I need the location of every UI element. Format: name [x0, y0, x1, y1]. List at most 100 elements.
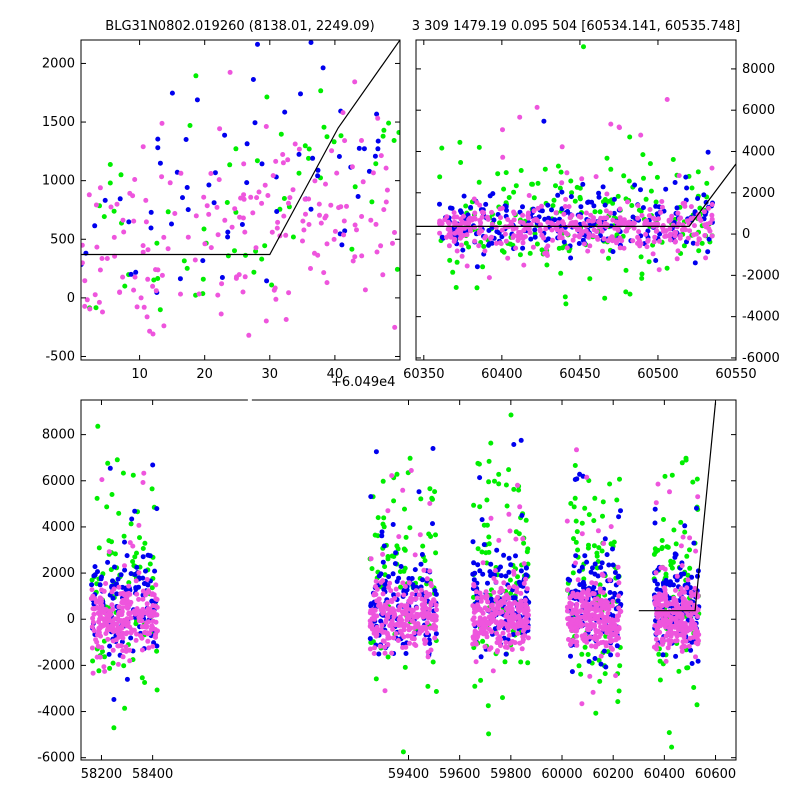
- data-point: [481, 626, 487, 632]
- data-point: [526, 226, 532, 232]
- data-point: [501, 600, 507, 605]
- data-point: [398, 584, 403, 590]
- data-point: [698, 218, 704, 223]
- data-point: [532, 234, 538, 240]
- data-point: [373, 449, 379, 455]
- data-point: [126, 219, 132, 225]
- data-point: [670, 157, 676, 162]
- data-point: [494, 229, 500, 235]
- y-tick-label: 2000: [742, 186, 775, 201]
- data-point: [514, 585, 520, 591]
- data-point: [478, 598, 484, 604]
- data-point: [179, 365, 184, 370]
- data-point: [598, 640, 604, 646]
- data-point: [492, 568, 498, 574]
- data-point: [480, 560, 486, 566]
- data-point: [579, 520, 585, 526]
- data-point: [511, 233, 517, 239]
- data-point: [476, 461, 482, 467]
- data-point: [604, 191, 610, 197]
- data-point: [99, 256, 105, 261]
- data-point: [573, 553, 579, 559]
- data-point: [402, 664, 408, 670]
- data-point: [601, 236, 607, 242]
- data-point: [161, 323, 167, 329]
- data-point: [487, 569, 493, 575]
- data-point: [612, 570, 618, 575]
- data-point: [486, 479, 492, 485]
- data-point: [647, 207, 653, 212]
- data-point: [437, 174, 443, 180]
- data-point: [589, 643, 594, 649]
- data-point: [559, 144, 565, 150]
- data-point: [498, 573, 504, 579]
- data-point: [594, 229, 600, 235]
- data-point: [121, 229, 127, 235]
- data-point: [668, 562, 674, 568]
- data-point: [570, 610, 576, 616]
- data-point: [437, 201, 442, 207]
- data-point: [460, 225, 466, 231]
- data-point: [576, 234, 582, 240]
- data-points: [81, 40, 400, 370]
- data-point: [612, 592, 618, 598]
- data-point: [128, 271, 134, 277]
- data-point: [359, 138, 364, 143]
- data-point: [243, 252, 248, 258]
- data-point: [526, 215, 531, 221]
- data-point: [542, 166, 548, 172]
- data-point: [110, 578, 115, 584]
- data-point: [140, 144, 146, 150]
- series-blue: [81, 40, 381, 295]
- data-point: [679, 648, 685, 654]
- data-point: [570, 590, 576, 596]
- data-point: [525, 660, 531, 666]
- data-point: [157, 307, 163, 313]
- data-point: [574, 529, 580, 535]
- data-point: [105, 460, 111, 466]
- data-point: [431, 622, 437, 628]
- data-point: [663, 233, 669, 239]
- data-point: [668, 633, 674, 639]
- data-point: [695, 169, 701, 175]
- data-point: [635, 234, 641, 240]
- data-point: [709, 216, 715, 222]
- data-point: [196, 291, 202, 297]
- data-point: [663, 186, 669, 192]
- data-point: [582, 505, 588, 511]
- data-point: [600, 513, 605, 519]
- data-point: [427, 568, 433, 574]
- data-point: [497, 639, 503, 645]
- data-point: [218, 311, 224, 317]
- data-point: [433, 631, 439, 637]
- data-point: [522, 597, 528, 603]
- data-point: [587, 276, 593, 282]
- data-point: [120, 590, 126, 596]
- data-point: [526, 193, 532, 198]
- data-point: [240, 289, 246, 295]
- data-point: [584, 596, 590, 601]
- data-point: [709, 212, 715, 218]
- data-point: [321, 124, 327, 130]
- data-point: [632, 182, 638, 188]
- data-point: [252, 120, 258, 126]
- data-point: [592, 561, 598, 567]
- data-point: [475, 562, 481, 568]
- data-point: [571, 504, 577, 510]
- data-point: [516, 487, 522, 493]
- data-point: [212, 170, 218, 176]
- data-point: [116, 634, 122, 640]
- data-point: [657, 658, 663, 664]
- data-point: [659, 199, 665, 204]
- data-point: [105, 559, 111, 565]
- data-point: [389, 473, 395, 479]
- data-point: [290, 234, 296, 240]
- data-point: [484, 522, 490, 528]
- data-point: [489, 221, 495, 227]
- data-point: [241, 192, 247, 198]
- data-point: [511, 442, 517, 447]
- data-point: [154, 240, 160, 246]
- x-tick-label: 20: [196, 367, 213, 382]
- data-point: [99, 574, 104, 580]
- data-point: [644, 244, 650, 250]
